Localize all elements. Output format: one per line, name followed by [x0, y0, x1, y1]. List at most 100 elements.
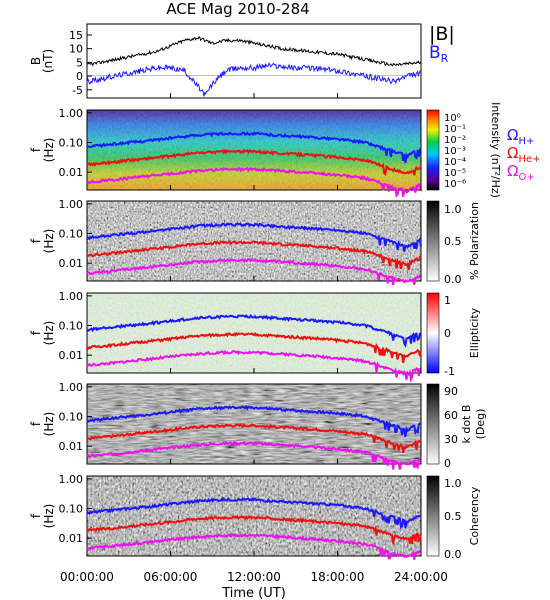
- cbar-tick-2: 10⁻²: [444, 135, 466, 146]
- f-ytick-label: 1.00: [59, 290, 84, 303]
- polarization-panel: 1.0 0.5 0.0 % Polarization: [86, 200, 481, 286]
- coherency-colorbar: [426, 475, 440, 557]
- cbar-tick-mid: 0: [444, 327, 451, 340]
- f-ytick-label: 1.00: [59, 107, 84, 120]
- spectrogram-y-axes: 1.000.100.01f (Hz)1.000.100.01f (Hz)1.000.…: [29, 107, 92, 545]
- f-ytick-label: 0.01: [59, 349, 84, 362]
- cbar-tick-mid: 0.5: [444, 510, 462, 523]
- ellipticity-cbar-label: Ellipticity: [468, 307, 481, 358]
- b-total-line: [86, 36, 422, 67]
- cbar-tick-6: 10⁻⁶: [444, 179, 466, 190]
- x-axis-label: Time (UT): [221, 586, 286, 600]
- h-plus-gyro-line: [86, 313, 422, 348]
- f-ylabel-unit: (Hz): [42, 229, 56, 254]
- h-plus-gyro-line: [86, 131, 422, 163]
- f-ytick-label: 0.01: [59, 257, 84, 270]
- he-plus-gyro-line: [86, 331, 422, 363]
- cbar-tick-90: 90: [444, 385, 458, 398]
- f-ytick-label: 0.10: [59, 503, 84, 516]
- omega-o-label: ΩO+: [507, 162, 535, 183]
- x-tick-label: 18:00:00: [311, 570, 365, 584]
- polarization-cbar-label: % Polarization: [468, 202, 481, 280]
- f-ylabel-unit: (Hz): [42, 412, 56, 437]
- cbar-tick-bottom: 0.0: [444, 273, 462, 286]
- he-plus-gyro-line: [87, 240, 422, 271]
- he-plus-gyro-line: [86, 148, 422, 177]
- cbar-tick-0: 0: [444, 457, 451, 470]
- kdotb-cbar-label-1: k dot B: [460, 405, 473, 444]
- cbar-tick-0: 10⁰: [444, 113, 461, 124]
- coherency-cbar-label: Coherency: [468, 486, 481, 545]
- cbar-tick-4: 10⁻⁴: [444, 157, 466, 168]
- kdotb-colorbar: [426, 383, 440, 465]
- intensity-cbar-ticks: 10⁰ 10⁻¹ 10⁻² 10⁻³ 10⁻⁴ 10⁻⁵ 10⁻⁶: [444, 113, 466, 190]
- legend-b-r: BR: [429, 43, 449, 65]
- o-plus-gyro-line: [86, 349, 422, 383]
- o-plus-gyro-line: [86, 166, 422, 198]
- b-ytick-label: 0: [76, 70, 83, 83]
- x-tick-label: 24:00:00: [394, 570, 448, 584]
- f-ytick-label: 0.10: [59, 228, 84, 241]
- f-ytick-label: 1.00: [59, 381, 84, 394]
- o-plus-gyro-line: [86, 440, 422, 470]
- intensity-colorbar: [426, 109, 440, 191]
- cbar-tick-1: 10⁻¹: [444, 124, 466, 135]
- b-ytick-label: 10: [69, 43, 83, 56]
- f-ylabel: f: [29, 330, 43, 335]
- ellipticity-cbar-ticks: 1 0 -1: [444, 294, 455, 378]
- kdotb-cbar-ticks: 90 60 30 0: [444, 385, 458, 470]
- h-plus-gyro-line: [86, 404, 422, 438]
- b-ytick-label: 5: [76, 56, 83, 69]
- h-plus-gyro-line: [86, 222, 422, 252]
- f-ylabel-unit: (Hz): [42, 321, 56, 346]
- f-ytick-label: 0.01: [59, 166, 84, 179]
- cbar-tick-top: 1: [444, 294, 451, 307]
- f-ylabel-unit: (Hz): [42, 138, 56, 163]
- f-ytick-label: 0.10: [59, 320, 84, 333]
- intensity-panel: 10⁰ 10⁻¹ 10⁻² 10⁻³ 10⁻⁴ 10⁻⁵ 10⁻⁶ Intens…: [86, 102, 541, 198]
- cbar-tick-30: 30: [444, 433, 458, 446]
- f-ytick-label: 0.01: [59, 532, 84, 545]
- b-ytick-label: -5: [72, 84, 83, 97]
- gyrofrequency-overlays: [86, 131, 422, 560]
- coherency-cbar-ticks: 1.0 0.5 0.0: [444, 477, 462, 561]
- kdotb-cbar-label-2: (Deg): [474, 409, 487, 440]
- f-ytick-label: 1.00: [59, 473, 84, 486]
- cbar-tick-top: 1.0: [444, 477, 462, 490]
- cbar-tick-5: 10⁻⁵: [444, 168, 466, 179]
- b-ylabel: B: [29, 57, 43, 65]
- intensity-cbar-label: Intensity (nT²/Hz): [489, 102, 502, 198]
- polarization-cbar-ticks: 1.0 0.5 0.0: [444, 203, 462, 286]
- polarization-colorbar: [426, 200, 440, 282]
- he-plus-gyro-line: [86, 514, 422, 545]
- f-ytick-label: 0.10: [59, 411, 84, 424]
- cbar-tick-mid: 0.5: [444, 235, 462, 248]
- time-axis: 00:00:00 06:00:00 12:00:00 18:00:00 24:00:00: [60, 93, 448, 584]
- f-ylabel: f: [29, 147, 43, 152]
- cbar-tick-3: 10⁻³: [444, 146, 466, 157]
- f-ytick-label: 0.01: [59, 440, 84, 453]
- x-tick-label: 12:00:00: [227, 570, 281, 584]
- o-plus-gyro-line: [86, 257, 422, 286]
- o-plus-gyro-line: [86, 532, 422, 560]
- cbar-tick-top: 1.0: [444, 203, 462, 216]
- legend-b-total: |B|: [429, 23, 455, 45]
- b-r-line: [86, 62, 421, 97]
- b-panel-frame: [86, 23, 422, 99]
- he-plus-gyro-line: [86, 423, 422, 453]
- b-ytick-label: 15: [69, 29, 83, 42]
- cbar-tick-bottom: 0.0: [444, 548, 462, 561]
- figure-title: ACE Mag 2010-284: [166, 0, 309, 18]
- ellipticity-colorbar: [426, 292, 440, 374]
- b-ylabel-unit: (nT): [41, 49, 55, 73]
- h-plus-gyro-line: [86, 496, 422, 530]
- f-ylabel: f: [29, 238, 43, 243]
- f-ylabel-unit: (Hz): [42, 504, 56, 529]
- cbar-tick-bottom: -1: [444, 365, 455, 378]
- f-ylabel: f: [29, 421, 43, 426]
- f-ytick-label: 1.00: [59, 198, 84, 211]
- x-tick-label: 00:00:00: [60, 570, 114, 584]
